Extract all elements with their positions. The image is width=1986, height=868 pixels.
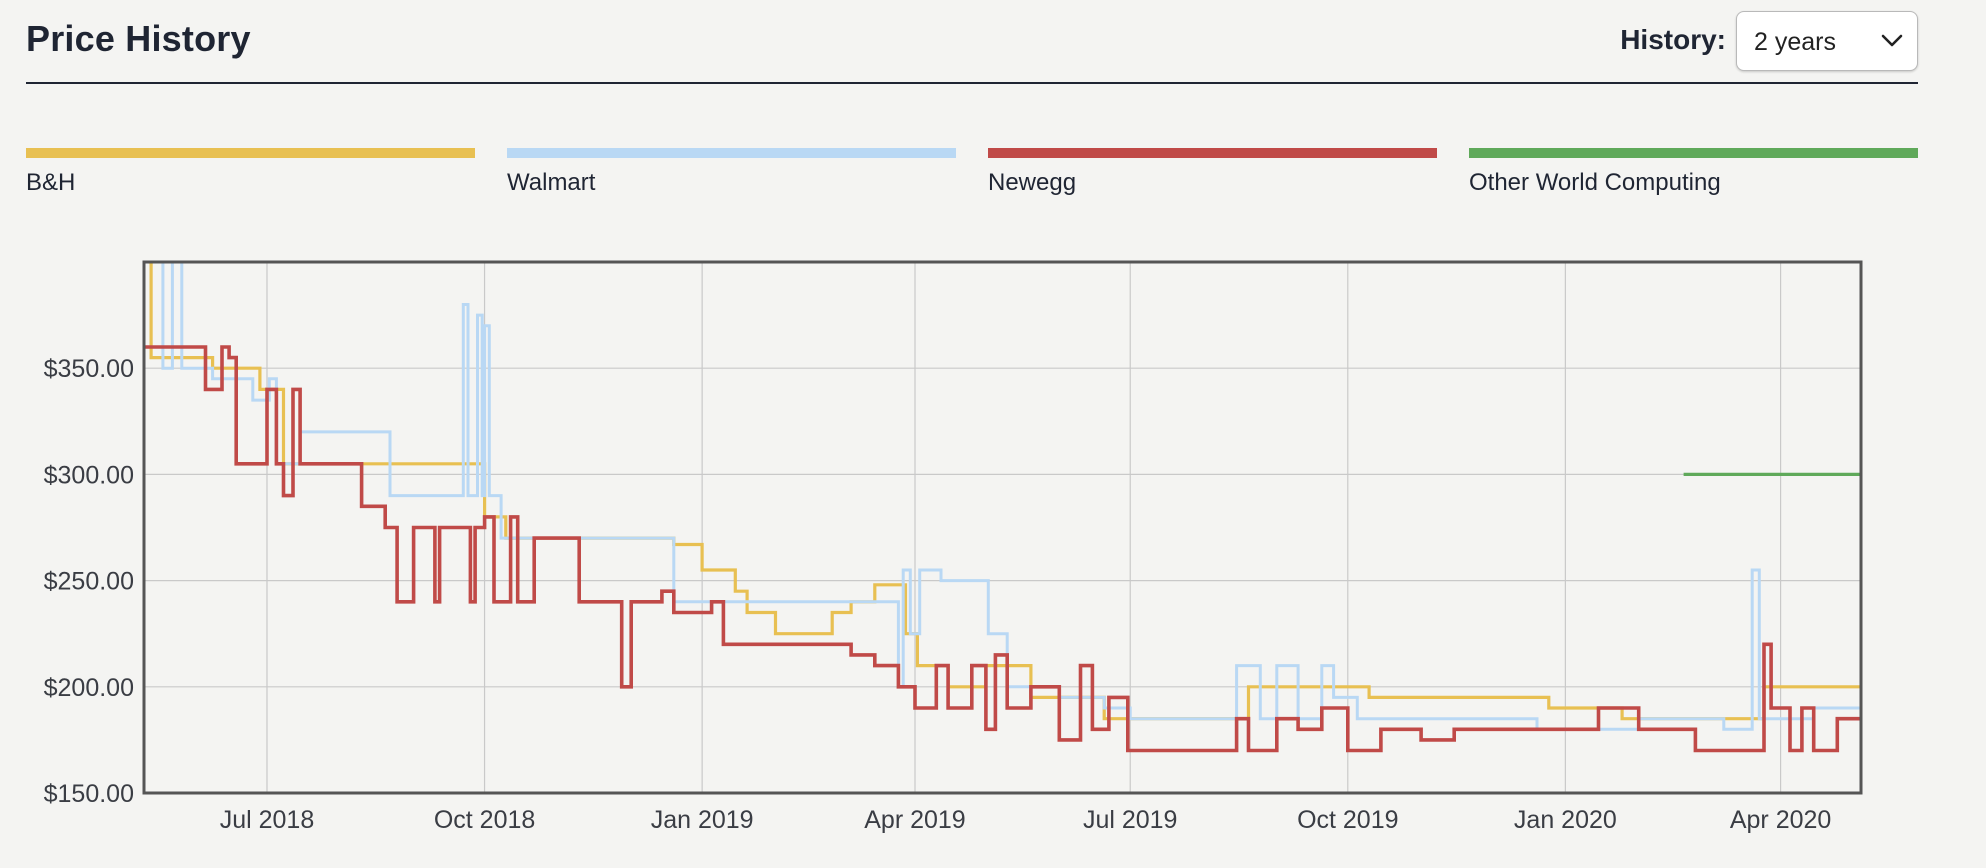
legend-swatch-bh <box>26 148 475 158</box>
series-line-bh <box>148 262 1861 721</box>
legend: B&H Walmart Newegg Other World Computing <box>26 146 1918 196</box>
history-select[interactable]: 2 years <box>1736 11 1918 71</box>
legend-swatch-newegg <box>988 148 1437 158</box>
legend-item-bh[interactable]: B&H <box>26 146 475 196</box>
x-tick-label: Jul 2018 <box>220 806 315 834</box>
x-tick-label: Jan 2020 <box>1514 806 1617 834</box>
legend-label-newegg: Newegg <box>988 169 1077 196</box>
legend-swatch-other-world-computing <box>1469 148 1918 158</box>
x-tick-label: Jan 2019 <box>651 806 754 834</box>
header: Price History History: 2 years <box>26 0 1918 84</box>
legend-label-walmart: Walmart <box>507 169 596 196</box>
legend-item-walmart[interactable]: Walmart <box>507 146 956 196</box>
legend-label-bh: B&H <box>26 169 76 196</box>
legend-swatch-walmart <box>507 148 956 158</box>
legend-label-other-world-computing: Other World Computing <box>1469 169 1721 196</box>
x-tick-label: Apr 2019 <box>864 806 965 834</box>
y-tick-label: $250.00 <box>44 568 134 596</box>
page-title: Price History <box>26 18 251 59</box>
plot-frame <box>142 260 1863 795</box>
chevron-down-icon <box>1881 34 1903 47</box>
y-tick-label: $300.00 <box>44 461 134 489</box>
x-tick-label: Apr 2020 <box>1730 806 1831 834</box>
x-tick-label: Oct 2019 <box>1297 806 1398 834</box>
series-line-walmart <box>148 262 1861 731</box>
grid <box>144 262 1861 794</box>
y-tick-label: $200.00 <box>44 674 134 702</box>
legend-item-other-world-computing[interactable]: Other World Computing <box>1469 146 1918 196</box>
x-tick-label: Jul 2019 <box>1083 806 1178 834</box>
x-tick-label: Oct 2018 <box>434 806 535 834</box>
series-line-newegg <box>144 345 1861 753</box>
history-value: 2 years <box>1754 28 1836 56</box>
y-tick-label: $150.00 <box>44 780 134 808</box>
history-label: History: <box>1620 24 1726 55</box>
legend-item-newegg[interactable]: Newegg <box>988 146 1437 196</box>
y-tick-label: $350.00 <box>44 355 134 383</box>
